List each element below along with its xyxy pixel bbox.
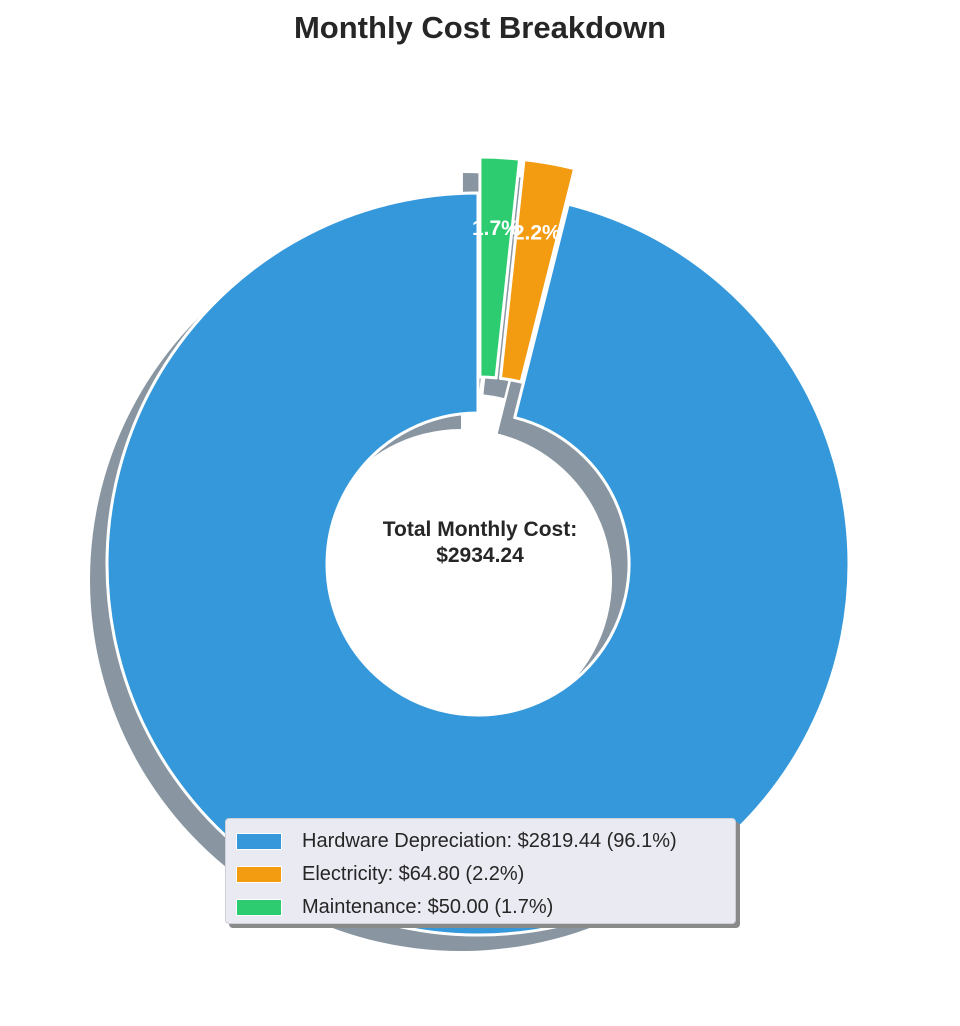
slice-electricity	[498, 158, 577, 384]
legend-swatch-hardware	[236, 833, 282, 850]
slice-hardware-depreciation	[105, 191, 851, 937]
legend-item-electricity: Electricity: $64.80 (2.2%)	[236, 858, 725, 891]
slice-pct-label-1: 2.2%	[513, 222, 561, 245]
slice-pct-label-2: 1.7%	[472, 217, 520, 240]
legend-swatch-maintenance	[236, 899, 282, 916]
legend-swatch-electricity	[236, 866, 282, 883]
chart-title: Monthly Cost Breakdown	[293, 10, 666, 45]
total-cost-value: $2934.24	[436, 544, 524, 567]
legend-item-hardware: Hardware Depreciation: $2819.44 (96.1%)	[236, 825, 725, 858]
legend-item-maintenance: Maintenance: $50.00 (1.7%)	[236, 891, 725, 924]
slices	[105, 155, 851, 937]
legend-label-maintenance: Maintenance: $50.00 (1.7%)	[302, 896, 554, 918]
slice-maintenance	[478, 155, 522, 380]
legend-label-hardware: Hardware Depreciation: $2819.44 (96.1%)	[302, 830, 677, 852]
legend-label-electricity: Electricity: $64.80 (2.2%)	[302, 863, 525, 885]
total-cost-caption: Total Monthly Cost:	[382, 518, 578, 541]
legend: Hardware Depreciation: $2819.44 (96.1%) …	[225, 818, 736, 924]
total-cost-label: Total Monthly Cost: $2934.24	[330, 517, 630, 569]
